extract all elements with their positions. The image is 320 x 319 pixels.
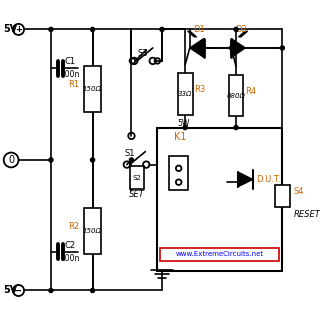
Circle shape bbox=[91, 158, 95, 162]
Text: S2: S2 bbox=[132, 174, 141, 181]
Circle shape bbox=[160, 27, 164, 32]
Text: C1: C1 bbox=[65, 57, 76, 66]
Bar bbox=[275, 185, 290, 207]
Text: www.ExtremeCircuits.net: www.ExtremeCircuits.net bbox=[175, 251, 263, 257]
Text: +: + bbox=[15, 25, 22, 34]
Circle shape bbox=[229, 46, 234, 50]
Text: R4: R4 bbox=[245, 87, 256, 96]
Text: R3: R3 bbox=[195, 85, 206, 94]
Text: C2: C2 bbox=[65, 241, 76, 250]
Bar bbox=[130, 167, 144, 189]
Text: SET: SET bbox=[129, 190, 145, 199]
Circle shape bbox=[202, 46, 206, 50]
Text: 150Ω: 150Ω bbox=[83, 86, 102, 92]
Text: 33Ω: 33Ω bbox=[178, 91, 192, 97]
Circle shape bbox=[49, 27, 53, 32]
Bar bbox=[229, 75, 244, 116]
Text: 100n: 100n bbox=[61, 254, 80, 263]
Bar bbox=[157, 128, 282, 271]
Circle shape bbox=[13, 285, 24, 296]
Bar bbox=[160, 248, 279, 261]
Text: D1: D1 bbox=[193, 25, 205, 34]
Text: RESET: RESET bbox=[293, 210, 320, 219]
Circle shape bbox=[280, 46, 284, 50]
Text: 680Ω: 680Ω bbox=[227, 93, 245, 99]
Text: 100n: 100n bbox=[61, 70, 80, 79]
Circle shape bbox=[13, 24, 24, 35]
Bar bbox=[84, 65, 101, 112]
Circle shape bbox=[129, 158, 133, 162]
Bar bbox=[84, 208, 101, 254]
Circle shape bbox=[91, 288, 95, 293]
Text: 5V: 5V bbox=[3, 286, 17, 295]
Text: R1: R1 bbox=[68, 79, 80, 89]
Text: D.U.T.: D.U.T. bbox=[256, 175, 281, 184]
Text: S3: S3 bbox=[137, 49, 148, 58]
Circle shape bbox=[49, 158, 53, 162]
Text: D2: D2 bbox=[235, 25, 247, 34]
Bar bbox=[178, 73, 193, 115]
Text: 150Ω: 150Ω bbox=[83, 228, 102, 234]
Text: R2: R2 bbox=[68, 222, 80, 231]
Polygon shape bbox=[231, 39, 245, 57]
Text: S1: S1 bbox=[124, 149, 135, 158]
Circle shape bbox=[49, 288, 53, 293]
Text: −: − bbox=[14, 286, 23, 295]
Circle shape bbox=[234, 125, 238, 130]
Text: K1: K1 bbox=[174, 161, 183, 167]
Circle shape bbox=[91, 27, 95, 32]
Polygon shape bbox=[190, 39, 204, 57]
Text: K1: K1 bbox=[174, 132, 187, 142]
Bar bbox=[169, 156, 188, 189]
Text: 5W: 5W bbox=[177, 119, 189, 128]
Text: 5V: 5V bbox=[3, 25, 17, 34]
Polygon shape bbox=[238, 172, 253, 187]
Text: S4: S4 bbox=[293, 187, 304, 196]
Circle shape bbox=[234, 27, 238, 32]
Circle shape bbox=[4, 152, 19, 167]
Text: 0: 0 bbox=[8, 155, 14, 165]
Circle shape bbox=[183, 125, 187, 130]
